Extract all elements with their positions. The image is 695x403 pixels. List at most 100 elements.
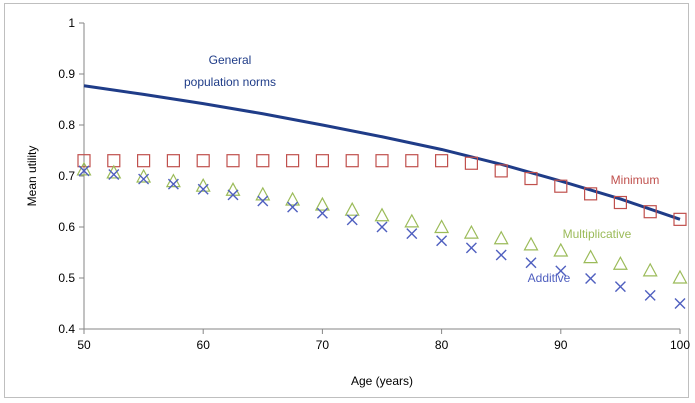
y-tick-label: 0.8 xyxy=(58,118,75,132)
additive-point xyxy=(167,178,179,190)
additive-point-stroke xyxy=(376,221,388,233)
minimum-point xyxy=(226,154,240,168)
multiplicative-point xyxy=(463,224,479,239)
minimum-point xyxy=(554,179,568,193)
additive-point xyxy=(78,165,90,177)
marks xyxy=(76,84,688,309)
additive-point xyxy=(346,214,358,226)
additive-point-stroke xyxy=(346,214,358,226)
minimum-point xyxy=(673,212,687,226)
additive-point xyxy=(376,221,388,233)
chart-frame xyxy=(4,3,689,398)
minimum-point xyxy=(405,154,419,168)
y-tick-label: 0.4 xyxy=(58,322,75,336)
additive-point xyxy=(465,242,477,254)
multiplicative-point xyxy=(612,255,628,270)
annotations: General population norms Minimum Multiplica… xyxy=(184,53,659,285)
multiplicative-point xyxy=(136,168,152,183)
x-tick-label: 50 xyxy=(77,338,91,352)
annotation-additive: Additive xyxy=(528,271,571,285)
additive-point-stroke xyxy=(585,273,597,285)
annotation-minimum: Minimum xyxy=(611,173,660,187)
x-axis-title: Age (years) xyxy=(351,374,413,388)
minimum-point xyxy=(375,154,389,168)
additive-point-stroke xyxy=(495,249,507,261)
multiplicative-point xyxy=(225,182,241,196)
minimum-point xyxy=(613,195,628,210)
additive-point-stroke xyxy=(644,289,656,301)
additive-point-stroke xyxy=(555,265,567,277)
additive-point xyxy=(614,281,626,293)
multiplicative-point xyxy=(583,249,599,264)
y-tick-label: 0.9 xyxy=(58,67,75,81)
additive-point xyxy=(197,183,209,195)
additive-point xyxy=(555,265,567,277)
x-tick-label: 90 xyxy=(554,338,568,352)
additive-point xyxy=(406,228,418,240)
additive-point xyxy=(674,298,686,309)
x-tick-label: 60 xyxy=(197,338,211,352)
annotation-general-population-norms: population norms xyxy=(184,75,276,89)
minimum-point xyxy=(524,171,538,186)
multiplicative-point xyxy=(344,201,360,216)
minimum-point xyxy=(77,154,91,168)
minimum-point xyxy=(286,154,300,168)
additive-point-stroke xyxy=(257,195,269,207)
additive-point-stroke xyxy=(78,165,90,177)
additive-point-stroke xyxy=(197,183,209,195)
x-tick-label: 70 xyxy=(316,338,330,352)
additive-point-stroke xyxy=(614,281,626,293)
multiplicative-point xyxy=(314,196,330,211)
minimum-point xyxy=(256,154,270,168)
series-line-general-population-norms xyxy=(83,84,681,221)
additive-point-stroke xyxy=(316,207,328,219)
multiplicative-point xyxy=(404,213,420,228)
additive-point xyxy=(525,257,537,269)
additive-point xyxy=(585,273,597,285)
multiplicative-point xyxy=(434,219,450,234)
series-additive xyxy=(78,165,686,309)
series-multiplicative xyxy=(76,161,688,284)
minimum-point xyxy=(315,154,329,168)
multiplicative-point xyxy=(553,242,569,257)
additive-point-stroke xyxy=(436,235,448,247)
additive-point-stroke xyxy=(167,178,179,190)
multiplicative-point xyxy=(285,191,301,206)
additive-point-stroke xyxy=(138,173,150,185)
annotation-general-population-norms: General xyxy=(209,53,252,67)
axes xyxy=(83,23,680,330)
minimum-point xyxy=(464,156,478,170)
minimum-point xyxy=(643,205,657,219)
additive-point-stroke xyxy=(465,242,477,254)
additive-point xyxy=(138,173,150,185)
annotation-multiplicative: Multiplicative xyxy=(563,227,632,241)
additive-point-stroke xyxy=(525,257,537,269)
minimum-point xyxy=(494,164,508,178)
minimum-point xyxy=(196,154,210,168)
minimum-point xyxy=(583,187,598,201)
minimum-point xyxy=(345,154,359,168)
additive-point xyxy=(644,289,656,301)
additive-point xyxy=(257,195,269,207)
multiplicative-point xyxy=(374,207,390,222)
multiplicative-point xyxy=(76,161,92,176)
y-axis-title: Mean utility xyxy=(25,146,39,207)
multiplicative-point xyxy=(642,262,658,277)
y-tick-label: 0.5 xyxy=(58,271,75,285)
minimum-point xyxy=(137,154,151,168)
multiplicative-point xyxy=(106,164,122,179)
multiplicative-point xyxy=(255,186,271,201)
y-tick-label: 1 xyxy=(68,16,75,30)
additive-point-stroke xyxy=(406,228,418,240)
additive-point-stroke xyxy=(287,201,299,213)
additive-point xyxy=(287,201,299,213)
additive-point xyxy=(495,249,507,261)
multiplicative-point xyxy=(523,236,539,251)
additive-point xyxy=(227,189,239,201)
x-tick-label: 100 xyxy=(670,338,690,352)
additive-point xyxy=(436,235,448,247)
minimum-point xyxy=(435,154,449,168)
y-tick-label: 0.7 xyxy=(58,169,75,183)
y-tick-label: 0.6 xyxy=(58,220,75,234)
